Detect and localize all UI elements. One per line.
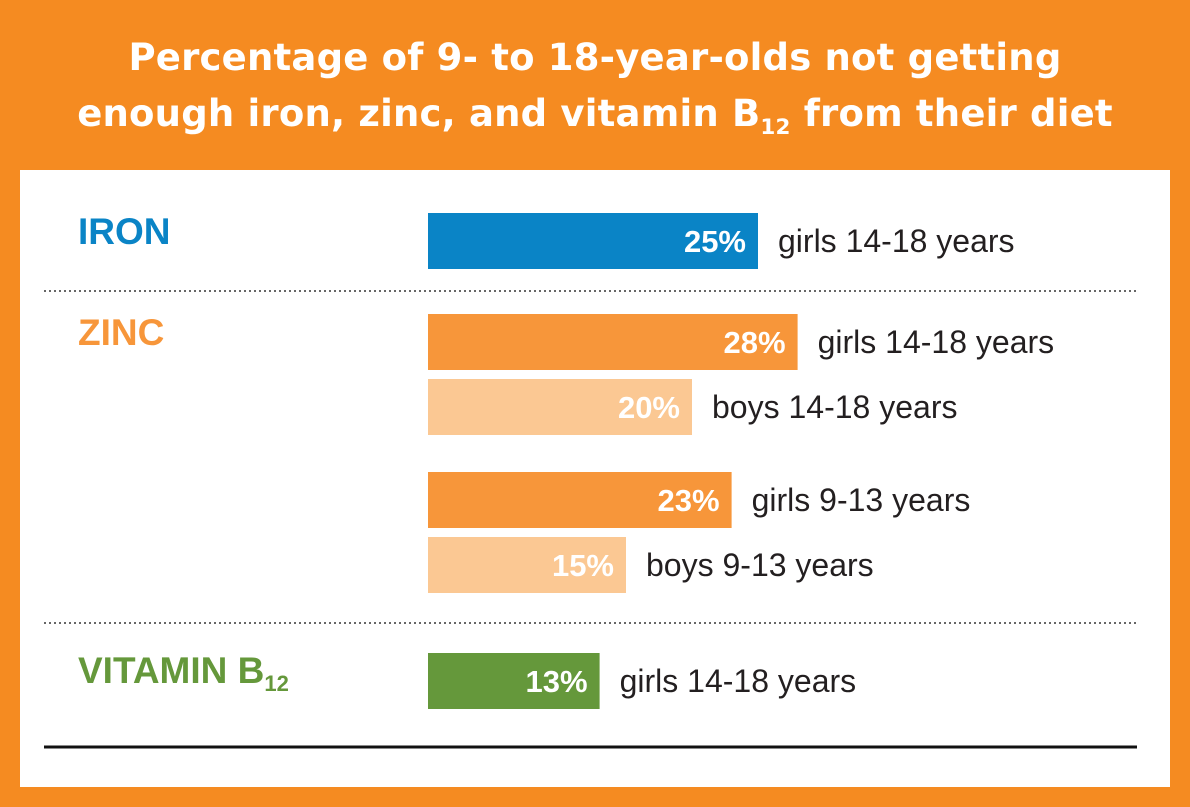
bar-zinc-girls-9-13-years (428, 472, 732, 528)
chart-title-line-2-main: enough iron, zinc, and vitamin B (77, 92, 761, 135)
value-label-zinc-boys-9-13-years: 15% (552, 548, 614, 583)
bar-label-zinc-boys-9-13-years: boys 9-13 years (646, 547, 874, 583)
chart-title-line-2-end: from their diet (790, 92, 1113, 135)
value-label-zinc-girls-9-13-years: 23% (658, 483, 720, 518)
value-label-zinc-boys-14-18-years: 20% (618, 390, 680, 425)
category-label-vitamin-b12: VITAMIN B12 (78, 650, 289, 697)
bar-label-iron-girls-14-18-years: girls 14-18 years (778, 223, 1015, 259)
chart-title: Percentage of 9- to 18-year-olds not get… (0, 30, 1190, 148)
chart-title-subscript: 12 (760, 114, 791, 140)
category-label-iron: IRON (78, 211, 171, 252)
value-label-zinc-girls-14-18-years: 28% (724, 325, 786, 360)
value-label-vitamin-b12-girls-14-18-years: 13% (526, 664, 588, 699)
category-label-zinc: ZINC (78, 312, 165, 353)
bar-label-zinc-girls-14-18-years: girls 14-18 years (818, 324, 1055, 360)
chart-title-line-2: enough iron, zinc, and vitamin B12 from … (0, 86, 1190, 148)
bar-zinc-boys-9-13-years (428, 537, 626, 593)
value-label-iron-girls-14-18-years: 25% (684, 224, 746, 259)
bar-chart: 25% girls 14-18 years 28% girls 14-18 years… (44, 213, 1137, 749)
bar-iron-girls-14-18-years (428, 213, 758, 269)
bars-group: 25% girls 14-18 years 28% girls 14-18 years… (428, 213, 1054, 709)
bar-zinc-boys-14-18-years (428, 379, 692, 435)
bar-label-zinc-boys-14-18-years: boys 14-18 years (712, 389, 957, 425)
chart-panel: IRON ZINC VITAMIN B12 25% girls 14-18 yea… (20, 170, 1170, 787)
chart-title-line-1: Percentage of 9- to 18-year-olds not get… (128, 36, 1062, 79)
bar-vitamin-b12-girls-14-18-years (428, 653, 600, 709)
bar-label-vitamin-b12-girls-14-18-years: girls 14-18 years (620, 663, 857, 699)
bar-label-zinc-girls-9-13-years: girls 9-13 years (752, 482, 971, 518)
bar-zinc-girls-14-18-years (428, 314, 798, 370)
